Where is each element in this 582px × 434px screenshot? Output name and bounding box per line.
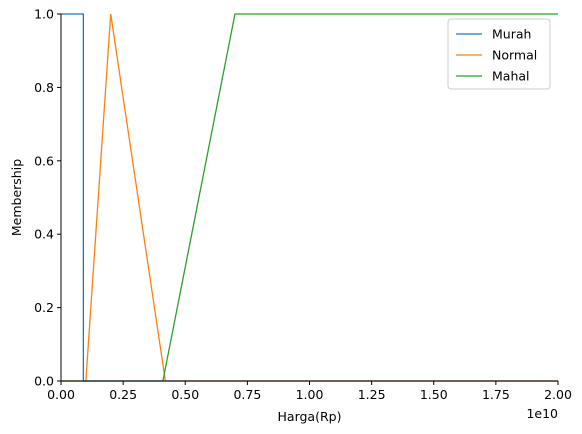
x-tick-label: 0.25 — [109, 387, 137, 402]
x-tick-label: 0.00 — [47, 387, 75, 402]
legend-label-normal: Normal — [492, 48, 537, 63]
y-tick-label: 0.4 — [34, 227, 54, 242]
legend: Murah Normal Mahal — [447, 18, 551, 90]
axes — [57, 13, 559, 385]
y-tick-label: 1.0 — [34, 7, 54, 22]
x-axis-offset-label: 1e10 — [526, 406, 558, 421]
legend-box — [447, 18, 551, 90]
y-tick-label: 0.8 — [34, 80, 54, 95]
x-tick-label: 1.00 — [296, 387, 324, 402]
y-tick-label: 0.2 — [34, 300, 54, 315]
x-tick-label: 0.75 — [233, 387, 261, 402]
x-tick-label: 0.50 — [171, 387, 199, 402]
tick-labels: 0.00 0.25 0.50 0.75 1.00 1.25 1.50 1.75 2.00 0.0 0… — [34, 7, 572, 403]
y-tick-label: 0.0 — [34, 374, 54, 389]
legend-label-murah: Murah — [492, 27, 531, 42]
x-tick-label: 2.00 — [544, 387, 572, 402]
x-tick-label: 1.75 — [482, 387, 510, 402]
x-tick-label: 1.25 — [358, 387, 386, 402]
legend-label-mahal: Mahal — [492, 69, 530, 84]
y-tick-label: 0.6 — [34, 153, 54, 168]
x-axis-title: Harga(Rp) — [278, 409, 342, 424]
y-axis-title: Membership — [9, 159, 24, 236]
x-tick-label: 1.50 — [420, 387, 448, 402]
